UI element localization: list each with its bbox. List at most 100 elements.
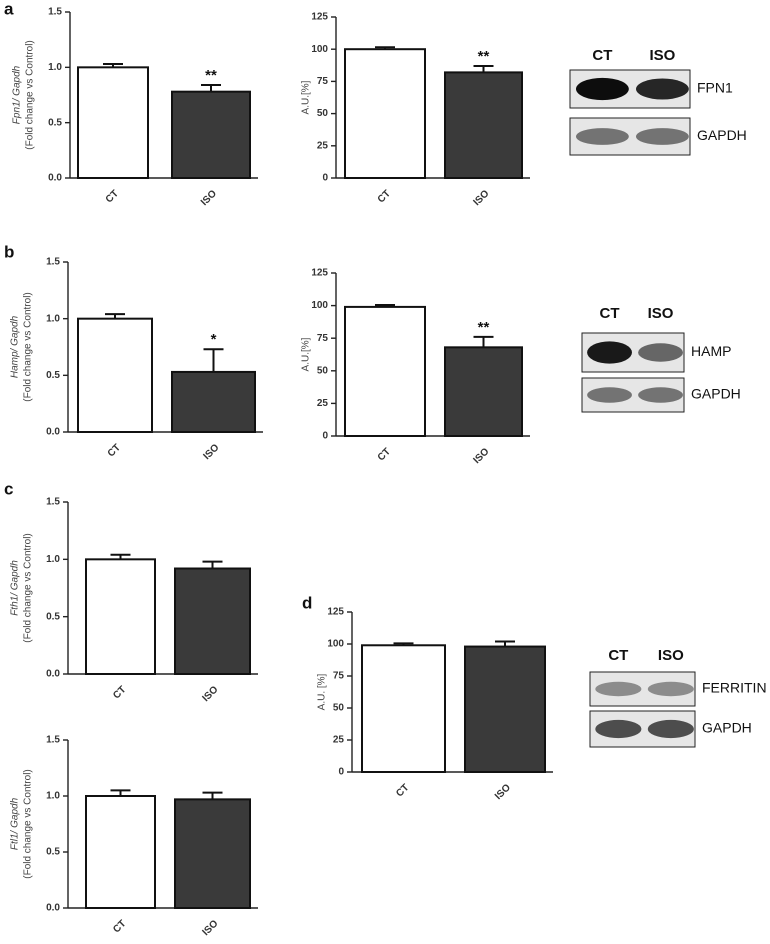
- y-tick-label: 1.0: [48, 62, 62, 73]
- y-tick-label: 100: [327, 639, 344, 650]
- x-tick-label: CT: [394, 782, 411, 799]
- y-tick-label: 100: [311, 44, 328, 55]
- bar: [444, 346, 523, 437]
- x-tick-label: CT: [104, 188, 121, 205]
- y-axis-label: A.U.[%]: [301, 80, 312, 114]
- y-tick-label: 0: [322, 431, 328, 442]
- x-tick-label: ISO: [201, 918, 221, 938]
- blot-band: [587, 341, 632, 364]
- y-tick-label: 75: [333, 671, 345, 682]
- y-axis-label: Fpn1/ Gapdh: [12, 65, 23, 124]
- x-tick-label: CT: [376, 188, 393, 205]
- blot-band: [636, 78, 689, 100]
- y-axis-label: (Fold change vs Control): [23, 769, 34, 879]
- band-label: GAPDH: [702, 720, 752, 736]
- bar: [77, 317, 153, 433]
- y-tick-label: 75: [317, 76, 329, 87]
- y-tick-label: 0.0: [46, 903, 60, 914]
- x-tick-label: CT: [106, 442, 123, 459]
- blot-band: [595, 719, 642, 739]
- blot-band: [576, 128, 629, 145]
- lane-label: ISO: [658, 647, 684, 664]
- y-axis-label: A.U. [%]: [317, 673, 328, 710]
- lane-label: CT: [608, 647, 628, 664]
- bar: [174, 567, 251, 675]
- significance: **: [478, 48, 490, 65]
- y-tick-label: 75: [317, 333, 329, 344]
- band-label: GAPDH: [691, 386, 741, 402]
- y-tick-label: 1.5: [46, 735, 60, 746]
- bar: [171, 90, 251, 179]
- y-tick-label: 0.5: [46, 847, 60, 858]
- y-tick-label: 50: [333, 703, 345, 714]
- bar: [361, 644, 446, 774]
- x-tick-label: ISO: [199, 188, 219, 208]
- y-tick-label: 25: [333, 735, 345, 746]
- bar: [171, 370, 256, 433]
- y-tick-label: 125: [311, 12, 328, 23]
- band-label: FPN1: [697, 80, 733, 96]
- band-label: HAMP: [691, 343, 731, 359]
- blot-band: [636, 128, 689, 145]
- significance: **: [478, 319, 490, 336]
- x-tick-label: ISO: [472, 188, 492, 208]
- significance: **: [205, 67, 217, 84]
- panel-label: c: [4, 479, 13, 498]
- y-tick-label: 50: [317, 108, 329, 119]
- bar: [77, 66, 149, 179]
- bar: [344, 48, 426, 180]
- y-tick-label: 1.5: [48, 7, 62, 18]
- x-tick-label: ISO: [472, 446, 492, 466]
- y-axis-label: (Fold change vs Control): [23, 533, 34, 643]
- lane-label: CT: [592, 47, 612, 64]
- x-tick-label: ISO: [201, 684, 221, 704]
- blot-band: [647, 681, 694, 697]
- y-tick-label: 0.5: [46, 370, 60, 381]
- band-label: GAPDH: [697, 127, 747, 143]
- y-axis-label: (Fold change vs Control): [23, 292, 34, 402]
- y-tick-label: 1.0: [46, 791, 60, 802]
- blot-band: [647, 719, 694, 739]
- bar: [344, 305, 426, 437]
- blot-band: [576, 77, 629, 101]
- bar: [174, 798, 251, 909]
- y-tick-label: 25: [317, 398, 329, 409]
- blot-band: [638, 387, 683, 403]
- significance: *: [211, 331, 217, 348]
- y-tick-label: 0.0: [48, 173, 62, 184]
- bar: [85, 795, 156, 909]
- bar: [444, 71, 523, 179]
- y-axis-label: A.U.[%]: [301, 337, 312, 371]
- lane-label: ISO: [648, 305, 674, 322]
- y-tick-label: 125: [311, 268, 328, 279]
- x-tick-label: CT: [111, 918, 128, 935]
- y-tick-label: 25: [317, 140, 329, 151]
- y-axis-label: Fth1/ Gapdh: [10, 560, 21, 616]
- blot-band: [587, 387, 632, 403]
- y-tick-label: 1.5: [46, 257, 60, 268]
- y-tick-label: 125: [327, 607, 344, 618]
- blot-band: [595, 681, 642, 697]
- blot-band: [638, 343, 683, 362]
- y-axis-label: Ftl1/ Gapdh: [10, 797, 21, 850]
- y-tick-label: 0: [338, 767, 344, 778]
- bar: [85, 558, 156, 675]
- panel-label: a: [4, 0, 14, 18]
- band-label: FERRITIN: [702, 680, 767, 696]
- y-tick-label: 100: [311, 300, 328, 311]
- panel-label: b: [4, 242, 14, 261]
- y-tick-label: 0: [322, 173, 328, 184]
- lane-label: ISO: [649, 47, 675, 64]
- y-axis-label: Hamp/ Gapdh: [10, 315, 21, 378]
- panel-label: d: [302, 593, 312, 612]
- x-tick-label: CT: [376, 446, 393, 463]
- y-tick-label: 0.5: [46, 611, 60, 622]
- y-tick-label: 1.0: [46, 313, 60, 324]
- y-tick-label: 0.0: [46, 669, 60, 680]
- x-tick-label: CT: [111, 684, 128, 701]
- bar: [464, 645, 546, 773]
- y-tick-label: 0.5: [48, 117, 62, 128]
- x-tick-label: ISO: [202, 442, 222, 462]
- y-tick-label: 50: [317, 365, 329, 376]
